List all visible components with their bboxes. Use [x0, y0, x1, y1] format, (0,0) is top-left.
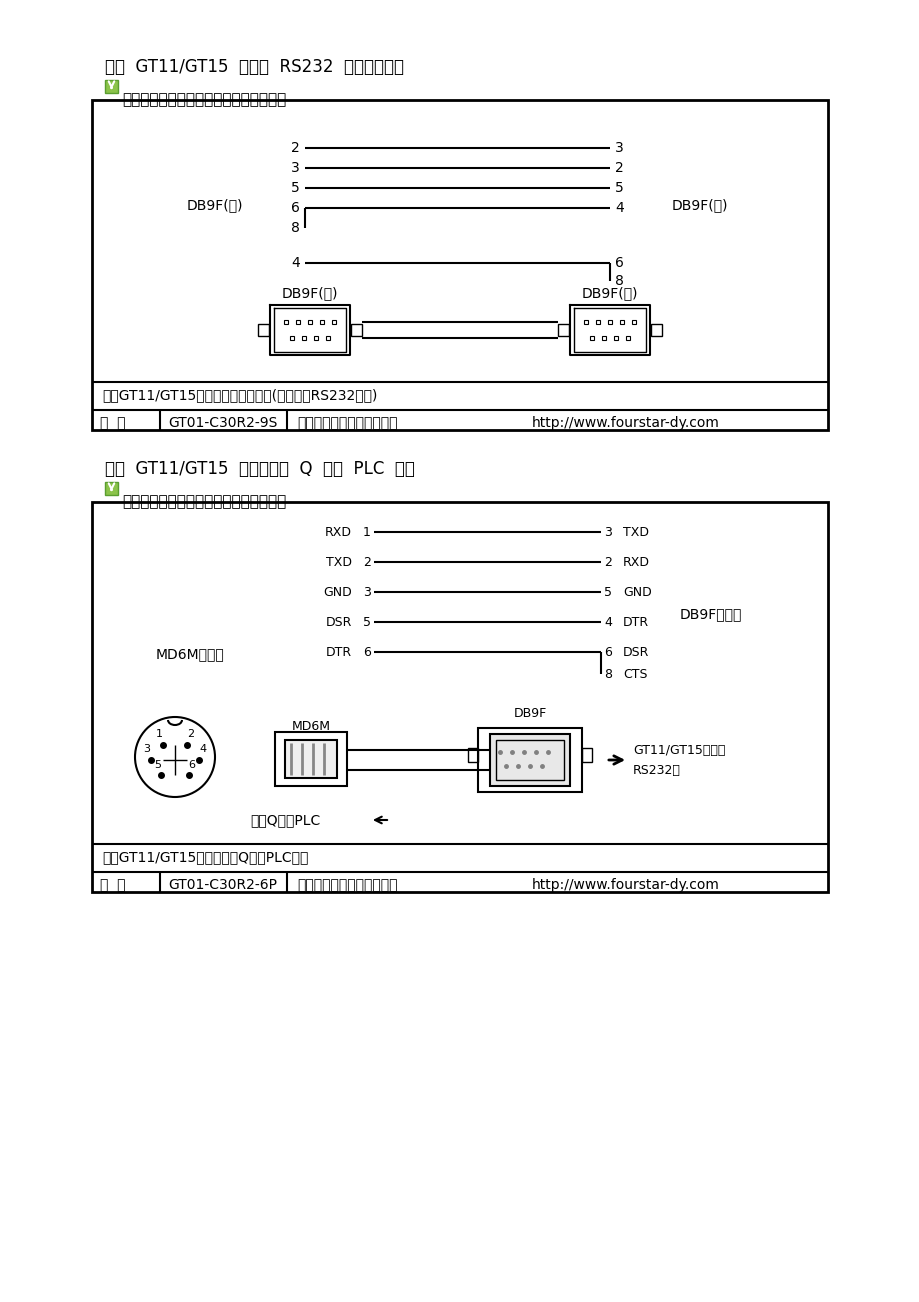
- Text: MD6M（针）: MD6M（针）: [155, 647, 224, 661]
- Text: DSR: DSR: [325, 616, 352, 629]
- Text: 8: 8: [614, 273, 623, 288]
- Text: 6: 6: [604, 646, 611, 659]
- Bar: [92, 100, 827, 430]
- Text: 4: 4: [291, 256, 300, 270]
- Text: 德阳四星电子技术开发中心: 德阳四星电子技术开发中心: [297, 417, 397, 430]
- Text: TXD: TXD: [325, 556, 352, 569]
- Bar: [105, 79, 118, 92]
- Text: RXD: RXD: [622, 556, 650, 569]
- Bar: [490, 734, 570, 786]
- Bar: [495, 740, 563, 780]
- Text: CTS: CTS: [622, 668, 647, 681]
- Text: 6: 6: [363, 646, 370, 659]
- Text: 型  号: 型 号: [100, 417, 125, 430]
- Text: 6: 6: [290, 201, 300, 215]
- Text: 德阳四星电子技术开发中心: 德阳四星电子技术开发中心: [297, 878, 397, 892]
- Text: 4: 4: [604, 616, 611, 629]
- Text: DB9F(孔): DB9F(孔): [187, 198, 243, 212]
- Text: 5: 5: [363, 616, 370, 629]
- Bar: [285, 740, 336, 779]
- Text: GT11/GT15触摸屏: GT11/GT15触摸屏: [632, 743, 724, 756]
- Text: 3: 3: [363, 586, 370, 599]
- Text: 6: 6: [188, 760, 196, 769]
- Text: 2: 2: [363, 556, 370, 569]
- Text: 6: 6: [614, 256, 623, 270]
- Text: DB9F(孔): DB9F(孔): [281, 286, 338, 299]
- Text: 2: 2: [291, 141, 300, 155]
- Text: 此主题相关图片如下，点击图片看大图：: 此主题相关图片如下，点击图片看大图：: [122, 493, 286, 509]
- Text: http://www.fourstar-dy.com: http://www.fourstar-dy.com: [531, 417, 719, 430]
- Bar: [92, 503, 827, 892]
- Text: 型  号: 型 号: [100, 878, 125, 892]
- Bar: [478, 728, 582, 792]
- Bar: [275, 732, 346, 786]
- Text: 3: 3: [614, 141, 623, 155]
- Text: 3: 3: [291, 161, 300, 174]
- Bar: [558, 324, 568, 336]
- Text: 4: 4: [199, 743, 207, 754]
- Bar: [651, 324, 662, 336]
- Text: MD6M: MD6M: [291, 720, 330, 733]
- Text: 三菱GT11/GT15触摸屏连接Q系列PLC电缆: 三菱GT11/GT15触摸屏连接Q系列PLC电缆: [102, 850, 308, 865]
- Bar: [468, 749, 478, 762]
- Text: 1: 1: [155, 729, 163, 740]
- Text: GT01-C30R2-6P: GT01-C30R2-6P: [168, 878, 277, 892]
- Text: RXD: RXD: [324, 526, 352, 539]
- Text: 5: 5: [604, 586, 611, 599]
- Bar: [582, 749, 591, 762]
- Text: 1: 1: [363, 526, 370, 539]
- Text: 此主题相关图片如下，点击图片看大图：: 此主题相关图片如下，点击图片看大图：: [122, 92, 286, 107]
- Bar: [105, 482, 118, 495]
- Text: http://www.fourstar-dy.com: http://www.fourstar-dy.com: [531, 878, 719, 892]
- Text: RS232口: RS232口: [632, 763, 680, 776]
- Text: 2: 2: [187, 729, 194, 740]
- Text: GND: GND: [622, 586, 651, 599]
- Text: DSR: DSR: [622, 646, 649, 659]
- Text: 2: 2: [614, 161, 623, 174]
- Text: 5: 5: [291, 181, 300, 195]
- Text: 5: 5: [614, 181, 623, 195]
- Text: GT01-C30R2-9S: GT01-C30R2-9S: [168, 417, 277, 430]
- Text: TXD: TXD: [622, 526, 648, 539]
- Bar: [351, 324, 361, 336]
- Text: 4: 4: [614, 201, 623, 215]
- Text: DTR: DTR: [622, 616, 649, 629]
- Text: DB9F: DB9F: [513, 707, 546, 720]
- Text: 3: 3: [604, 526, 611, 539]
- Text: 2: 2: [604, 556, 611, 569]
- Text: 8: 8: [290, 221, 300, 234]
- Bar: [257, 324, 268, 336]
- Text: 8: 8: [604, 668, 611, 681]
- Text: DB9F(孔): DB9F(孔): [671, 198, 728, 212]
- Text: 三菱Q系列PLC: 三菱Q系列PLC: [250, 812, 320, 827]
- Text: 三菱GT11/GT15触摸屏串口编程电缆(连接电脑RS232串口): 三菱GT11/GT15触摸屏串口编程电缆(连接电脑RS232串口): [102, 388, 377, 402]
- Text: DB9F(孔): DB9F(孔): [581, 286, 638, 299]
- Text: GND: GND: [323, 586, 352, 599]
- Text: 3: 3: [143, 743, 151, 754]
- Text: 5: 5: [154, 760, 162, 769]
- Text: 三菱  GT11/GT15  触摸屏  RS232  串口编程电缆: 三菱 GT11/GT15 触摸屏 RS232 串口编程电缆: [105, 59, 403, 76]
- Text: 三菱  GT11/GT15  触摸屏连接  Q  系列  PLC  电缆: 三菱 GT11/GT15 触摸屏连接 Q 系列 PLC 电缆: [105, 460, 414, 478]
- Text: DTR: DTR: [325, 646, 352, 659]
- Text: DB9F（孔）: DB9F（孔）: [679, 607, 742, 621]
